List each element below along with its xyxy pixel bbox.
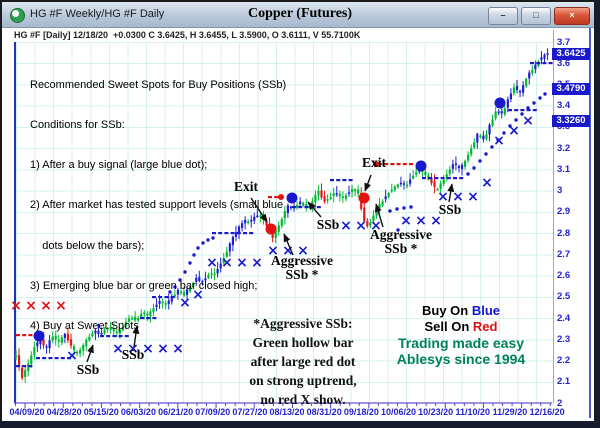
aggressive-note-line: Green hollow bar xyxy=(252,335,354,350)
close-button[interactable]: × xyxy=(554,7,590,25)
price-axis-tick: 3.7 xyxy=(557,36,571,48)
minimize-button[interactable]: – xyxy=(488,7,518,25)
aggressive-note-line: no red X show. xyxy=(260,392,346,407)
window-title-instrument: Copper (Futures) xyxy=(247,6,353,21)
price-axis-tick: 2.3 xyxy=(557,333,571,345)
date-axis-tick: 07/09/20 xyxy=(195,407,231,417)
date-axis-tick: 12/16/20 xyxy=(529,407,565,417)
annotation-ssb: SSb xyxy=(316,217,340,232)
annotation-exit: Exit xyxy=(233,179,259,194)
price-axis-tick: 2.9 xyxy=(557,206,571,218)
sell-on-red-line: Sell On Red xyxy=(424,319,498,334)
trading-made-easy-line: Trading made easy xyxy=(397,335,525,351)
conditions-line: Recommended Sweet Spots for Buy Position… xyxy=(30,78,287,91)
price-flag: 3.3260 xyxy=(552,115,590,128)
price-axis-tick: 2.1 xyxy=(557,376,571,388)
date-axis-tick: 07/27/20 xyxy=(232,407,268,417)
price-axis-tick: 3.4 xyxy=(557,100,571,112)
buy-on-blue-line: Buy On Blue xyxy=(421,303,500,318)
date-axis-tick: 05/15/20 xyxy=(83,407,119,417)
date-axis-tick: 06/03/20 xyxy=(120,407,156,417)
maximize-button[interactable]: □ xyxy=(521,7,551,25)
conditions-line: 1) After a buy signal (large blue dot); xyxy=(30,159,208,172)
title-bar[interactable]: HG #F Weekly/HG #F Daily Copper (Futures… xyxy=(2,2,598,28)
window-right-frame xyxy=(594,0,600,428)
conditions-line: 3) Emerging blue bar or green bar closed… xyxy=(30,279,258,292)
price-flag: 3.6425 xyxy=(552,48,590,61)
price-flag: 3.4790 xyxy=(552,82,590,95)
conditions-line: 2) After market has tested support level… xyxy=(30,199,284,212)
date-axis-tick: 08/13/20 xyxy=(269,407,305,417)
blue-word: Blue xyxy=(471,303,500,318)
price-axis-tick: 3.1 xyxy=(557,163,571,175)
date-axis-tick: 11/29/20 xyxy=(492,407,528,417)
price-axis-tick: 2.6 xyxy=(557,270,571,282)
window-bottom-frame xyxy=(0,421,600,428)
price-axis-tick: 2.2 xyxy=(557,355,571,367)
annotation-aggressive: Aggressive SSb * xyxy=(271,253,333,282)
window-title-symbols: HG #F Weekly/HG #F Daily xyxy=(30,8,165,20)
window-controls: – □ × xyxy=(488,7,590,25)
right-axis-line xyxy=(589,28,591,418)
price-axis-tick: 2.5 xyxy=(557,291,571,303)
conditions-line: Conditions for SSb: xyxy=(30,119,125,132)
price-axis-tick: 2.8 xyxy=(557,227,571,239)
app-icon xyxy=(10,8,25,23)
date-axis-tick: 04/09/20 xyxy=(9,407,45,417)
annotation-ssb: SSb xyxy=(121,347,145,362)
price-axis-tick: 3.2 xyxy=(557,142,571,154)
conditions-line: 4) Buy at Sweet Spots xyxy=(30,320,139,333)
date-axis-tick: 10/06/20 xyxy=(380,407,417,417)
annotation-ssb: SSb xyxy=(76,362,100,377)
date-axis-tick: 04/28/20 xyxy=(46,407,82,417)
promo-note: Buy On Blue Sell On Red Trading made eas… xyxy=(385,303,537,367)
price-axis-tick: 2.4 xyxy=(557,312,571,324)
date-axis-tick: 09/18/20 xyxy=(343,407,379,417)
annotation-ssb: SSb xyxy=(438,202,462,217)
price-axis-tick: 2 xyxy=(557,397,563,409)
quote-line: HG #F [Daily] 12/18/20 +0.0300 C 3.6425,… xyxy=(14,30,361,40)
date-axis-tick: 08/31/20 xyxy=(306,407,342,417)
price-axis-tick: 2.7 xyxy=(557,248,571,260)
aggressive-note-line: after large red dot xyxy=(250,354,356,369)
price-axis-tick: 3 xyxy=(557,185,563,197)
price-axis-tick: 3.6 xyxy=(557,57,571,69)
annotation-aggressive: Aggressive SSb * xyxy=(370,227,432,256)
aggressive-ssb-note: *Aggressive SSb: Green hollow bar after … xyxy=(218,314,388,409)
red-word: Red xyxy=(472,319,498,334)
price-axis-separator xyxy=(553,30,554,403)
ablesys-line: Ablesys since 1994 xyxy=(396,351,526,367)
aggressive-note-line: on strong uptrend, xyxy=(249,373,357,388)
conditions-note: Recommended Sweet Spots for Buy Position… xyxy=(30,52,286,360)
conditions-line: dots below the bars); xyxy=(30,239,145,252)
date-axis-tick: 11/10/20 xyxy=(455,407,491,417)
aggressive-note-line: *Aggressive SSb: xyxy=(253,316,353,331)
date-axis-tick: 10/23/20 xyxy=(418,407,454,417)
date-axis-tick: 06/21/20 xyxy=(158,407,194,417)
annotation-exit: Exit xyxy=(361,155,387,170)
